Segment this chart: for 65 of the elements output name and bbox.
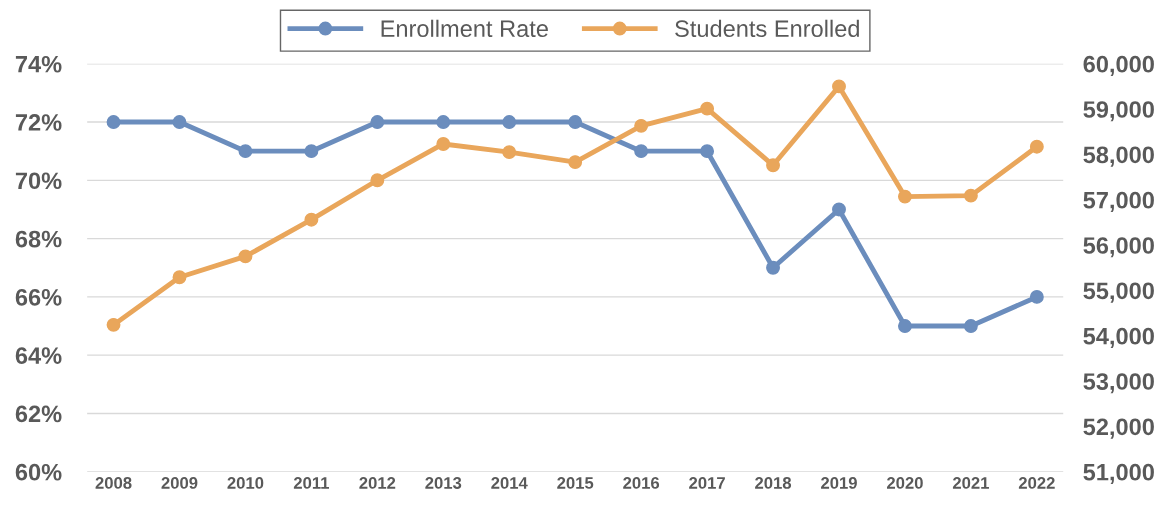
x-tick-label: 2021 (952, 477, 989, 489)
y-tick-label: 66% (15, 288, 62, 306)
legend-label: Students Enrolled (675, 19, 859, 38)
point (700, 144, 715, 159)
point (238, 144, 253, 159)
point (634, 144, 649, 159)
point (700, 101, 715, 116)
x-tick-label: 2019 (821, 477, 857, 489)
y2-tick-label: 60,000 (1083, 55, 1154, 76)
point (832, 79, 846, 94)
x-tick-label: 2020 (886, 477, 923, 489)
point (106, 115, 121, 129)
point (502, 145, 517, 160)
point (963, 188, 978, 203)
point (1029, 139, 1044, 154)
point (898, 189, 912, 204)
x-tick-label: 2013 (425, 477, 462, 489)
x-tick-label: 2015 (557, 477, 594, 489)
x-tick-label: 2016 (623, 477, 660, 489)
y-tick-label: 74% (15, 55, 62, 73)
point (898, 319, 912, 333)
y-tick-label: 60% (15, 463, 62, 481)
point (502, 115, 517, 129)
x-tick-label: 2010 (227, 477, 264, 489)
point (106, 317, 121, 332)
point (172, 115, 187, 129)
y-tick-label: 62% (15, 405, 62, 423)
y2-tick-label: 58,000 (1083, 146, 1154, 167)
y2-tick-label: 59,000 (1083, 101, 1154, 122)
point (832, 202, 846, 217)
point (634, 118, 649, 133)
point (238, 249, 253, 264)
x-tick-label: 2017 (689, 477, 725, 489)
x-tick-label: 2008 (95, 477, 132, 489)
point (766, 158, 780, 173)
point (766, 260, 780, 275)
point (436, 115, 451, 129)
point (172, 270, 187, 285)
point (304, 212, 319, 227)
y2-tick-label: 52,000 (1083, 418, 1154, 439)
x-tick-label: 2014 (491, 477, 528, 489)
point (568, 115, 583, 129)
y2-tick-label: 53,000 (1083, 373, 1154, 394)
x-tick-label: 2022 (1018, 477, 1055, 489)
legend-label: Enrollment Rate (381, 19, 548, 38)
point (568, 155, 583, 170)
x-tick-label: 2018 (755, 477, 792, 489)
point (1029, 289, 1044, 304)
y2-tick-label: 51,000 (1083, 463, 1154, 484)
y2-tick-label: 54,000 (1083, 327, 1154, 348)
y-tick-label: 72% (15, 114, 62, 131)
x-tick-label: 2009 (161, 477, 198, 489)
point (370, 173, 385, 188)
x-tick-label: 2011 (293, 477, 329, 489)
y-tick-label: 64% (15, 347, 62, 364)
point (304, 144, 319, 159)
y2-tick-label: 56,000 (1083, 237, 1154, 258)
y-tick-label: 68% (15, 230, 62, 248)
point (436, 137, 451, 151)
point (963, 319, 978, 333)
y-tick-label: 70% (15, 172, 62, 190)
x-tick-label: 2012 (359, 477, 396, 489)
point (370, 115, 385, 129)
y2-tick-label: 57,000 (1083, 191, 1154, 212)
y2-tick-label: 55,000 (1083, 282, 1154, 303)
